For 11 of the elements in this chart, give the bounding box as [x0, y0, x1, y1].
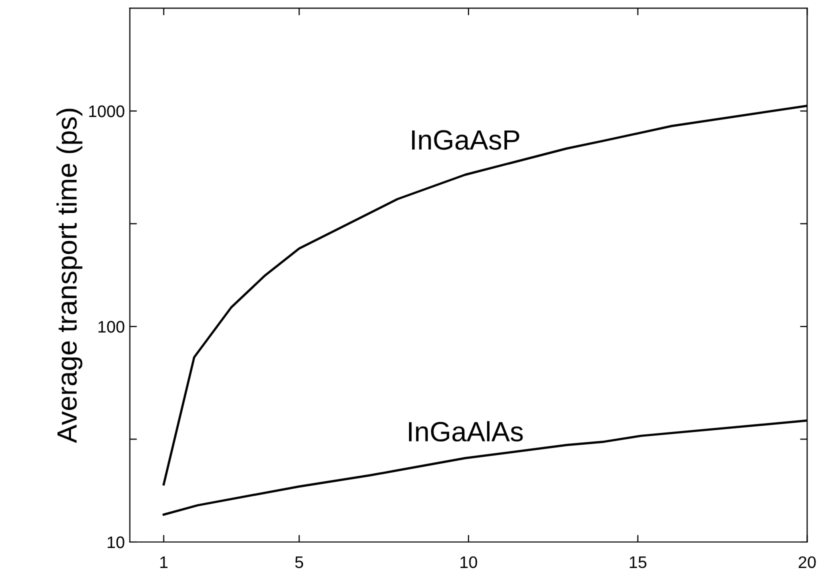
- y-tick-label: 10: [108, 536, 124, 548]
- x-tick-label: 1: [160, 556, 168, 568]
- x-tick-label: 15: [630, 556, 646, 568]
- series-label: InGaAlAs: [409, 421, 523, 442]
- x-tick-label: 20: [798, 556, 816, 568]
- y-tick-label: 1000: [89, 105, 124, 118]
- y-tick-label: 100: [98, 320, 124, 333]
- x-tick-label: 5: [295, 556, 304, 568]
- x-tick-label: 10: [460, 556, 478, 568]
- y-axis-title: Average transport time (ps): [56, 108, 82, 444]
- series-label: InGaAsP: [412, 130, 520, 150]
